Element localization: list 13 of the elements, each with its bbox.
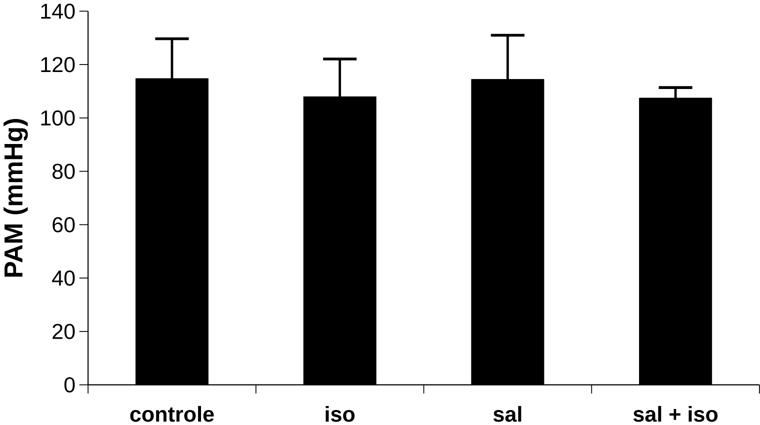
x-tick-label: iso [326, 406, 355, 422]
y-tick-label: 20 [52, 324, 75, 339]
y-tick-label: 40 [52, 270, 75, 286]
y-axis-title: PAM (mmHg) [4, 118, 28, 276]
y-tick-label: 60 [52, 216, 75, 232]
y-tick-label: 0 [64, 377, 75, 392]
x-tick-label: sal [493, 406, 522, 422]
y-tick-label: 140 [41, 3, 75, 19]
x-tick-label: controle [130, 406, 214, 422]
y-tick-label: 80 [52, 164, 75, 179]
x-tick-label: sal + iso [633, 406, 718, 422]
y-tick-label: 100 [41, 110, 75, 126]
y-tick-label: 120 [41, 56, 75, 72]
